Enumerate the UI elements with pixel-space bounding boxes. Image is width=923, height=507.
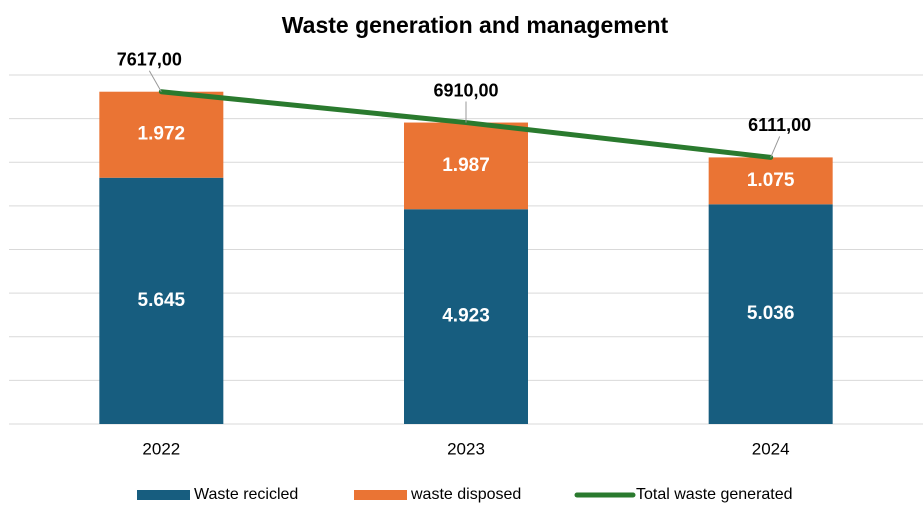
data-label: 6910,00 <box>433 80 498 100</box>
legend-label: Waste recicled <box>194 486 298 503</box>
data-label: 5.036 <box>747 303 795 324</box>
chart-title: Waste generation and management <box>282 12 669 38</box>
x-tick-label: 2022 <box>142 439 180 458</box>
data-label: 4.923 <box>442 306 490 327</box>
legend-label: waste disposed <box>410 486 521 503</box>
bar-segment <box>99 177 224 424</box>
data-label: 5.645 <box>138 290 186 311</box>
bar-segment <box>99 91 224 178</box>
x-tick-label: 2024 <box>752 439 790 458</box>
data-label: 1.972 <box>138 124 186 145</box>
bar-segment <box>708 204 833 424</box>
x-tick-label: 2023 <box>447 439 485 458</box>
data-label: 1.075 <box>747 170 795 191</box>
data-label: 1.987 <box>442 155 490 176</box>
bar-segment <box>404 122 528 210</box>
leader-line <box>770 136 781 158</box>
leader-line <box>148 70 162 92</box>
data-label: 6111,00 <box>748 115 811 135</box>
bar-segment <box>404 209 528 424</box>
legend-swatch <box>137 490 190 500</box>
legend-label: Total waste generated <box>636 486 793 503</box>
legend-swatch <box>354 490 407 500</box>
data-label: 7617,00 <box>117 49 182 69</box>
bar-segment <box>708 157 833 205</box>
